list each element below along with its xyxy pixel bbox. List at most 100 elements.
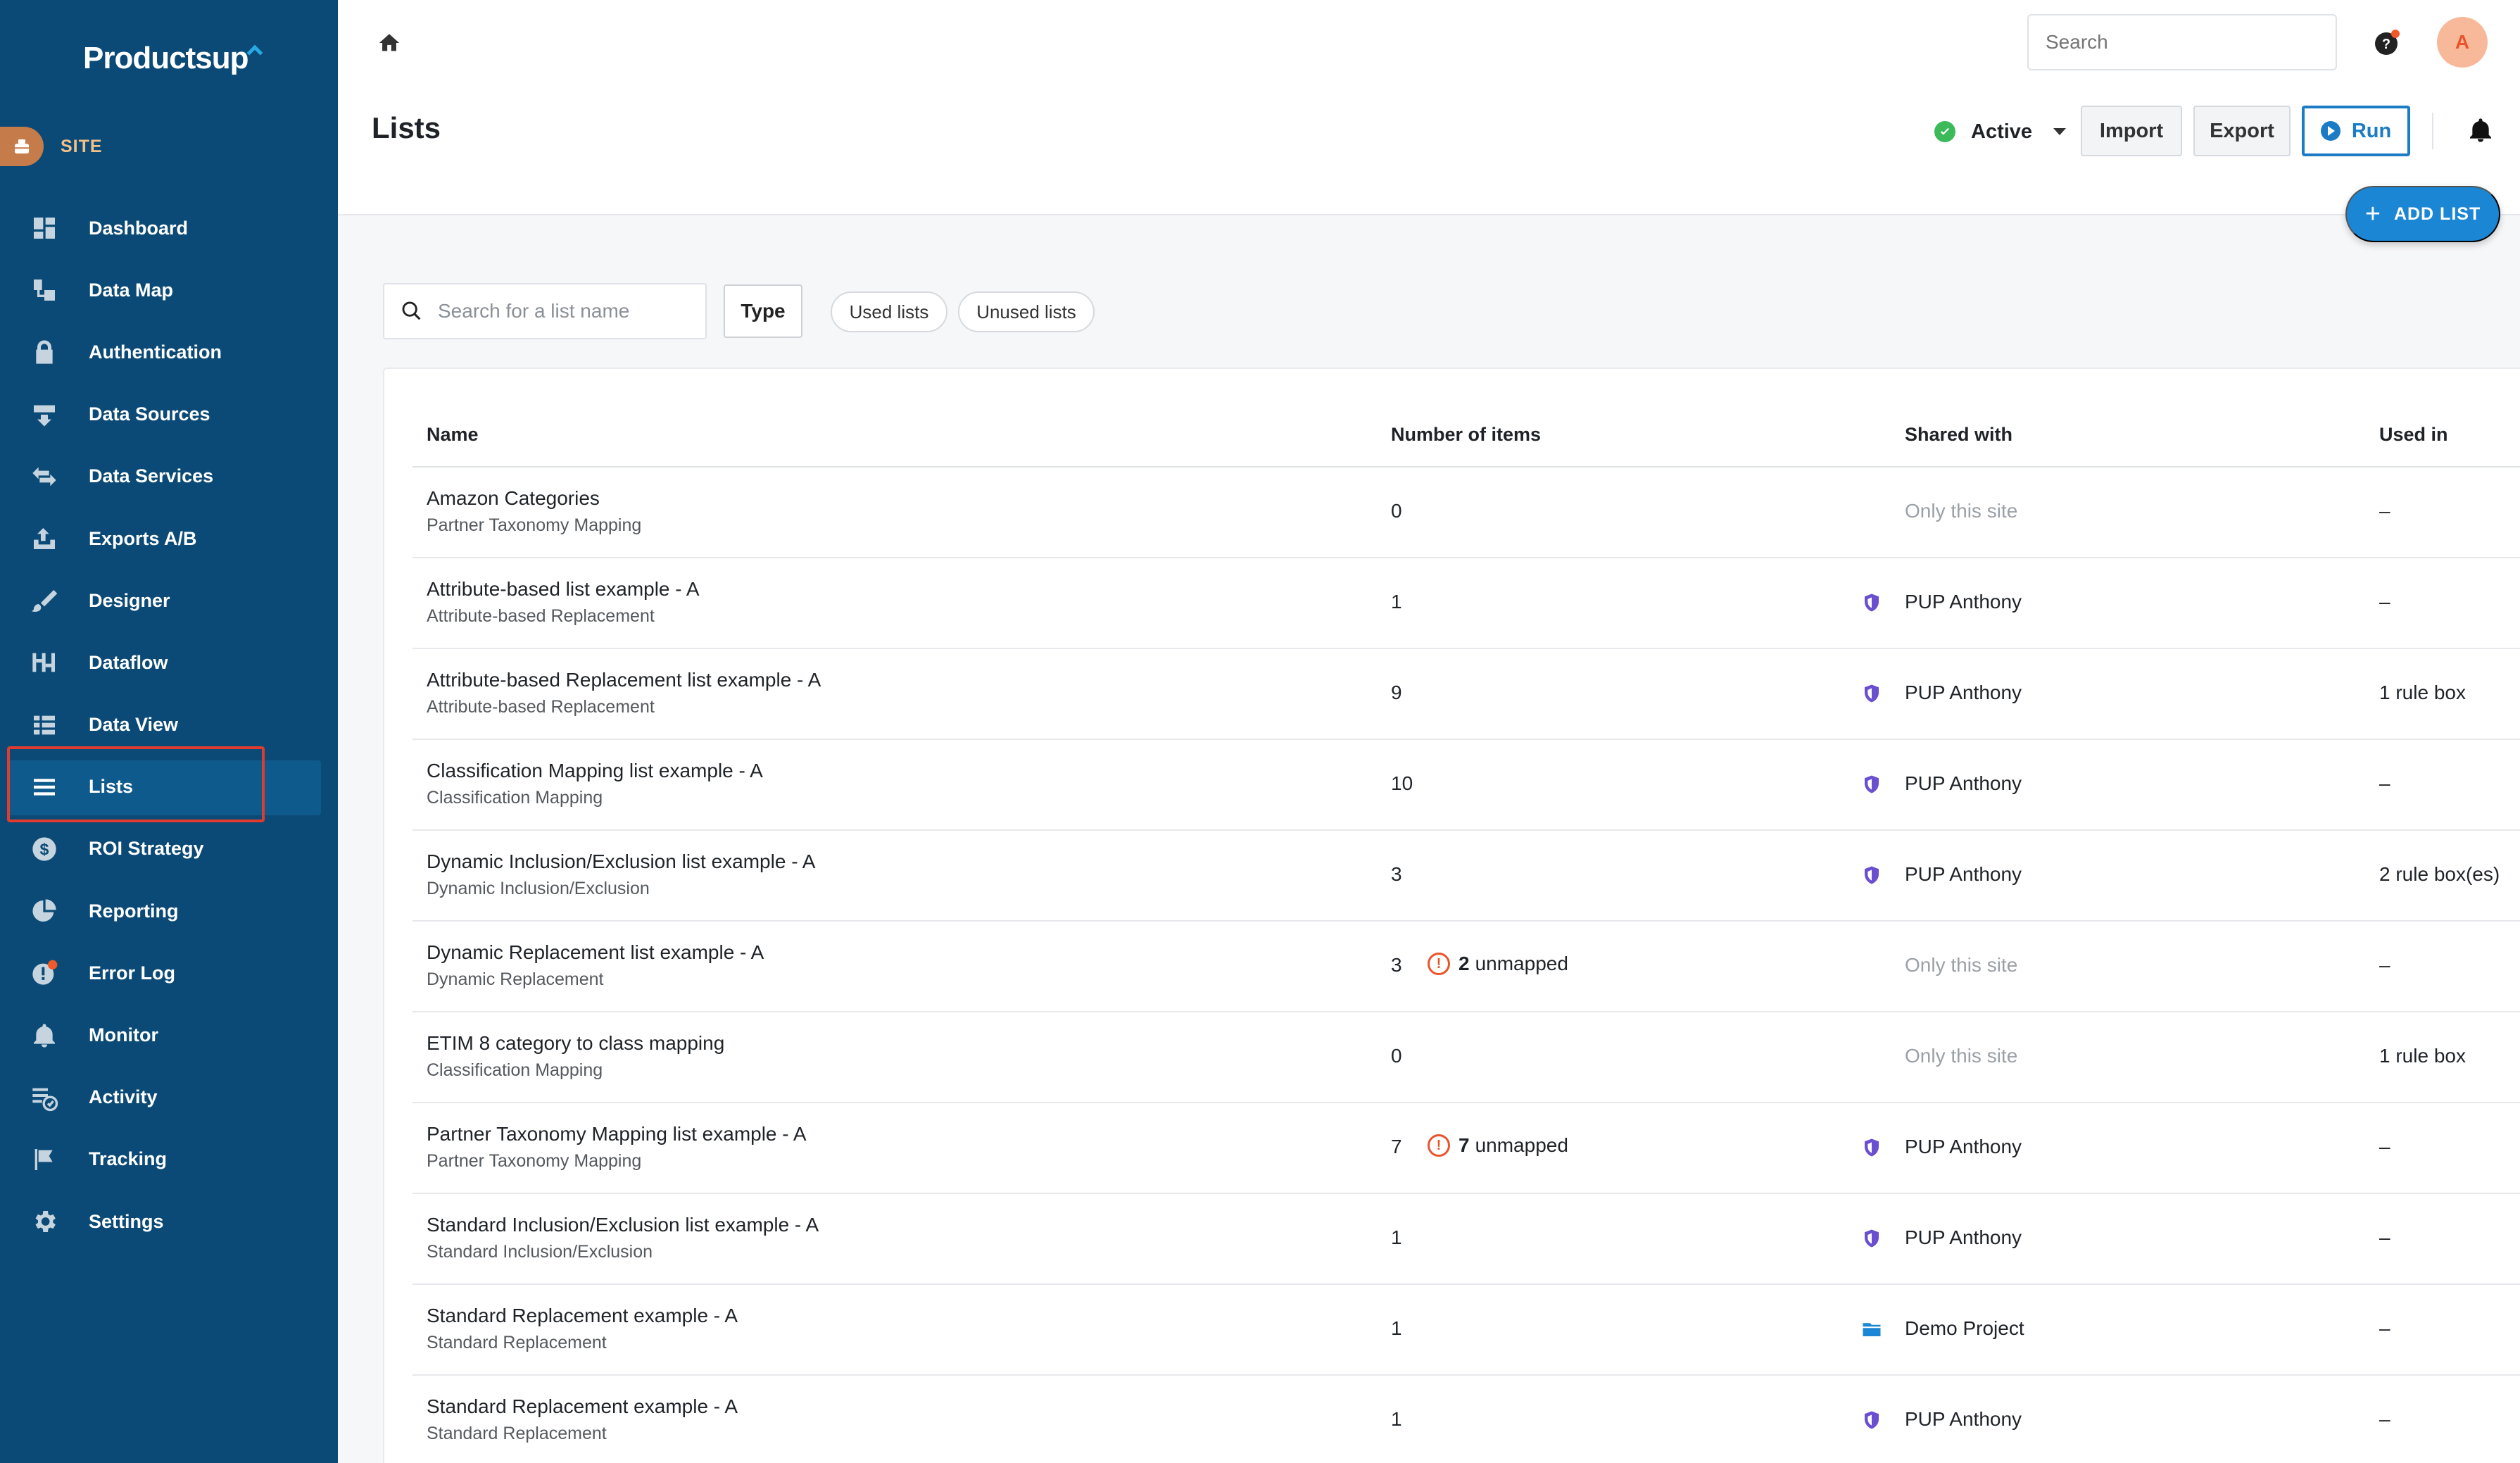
- logo-arrow-icon: [247, 44, 263, 61]
- sidebar-item-label: Data Sources: [89, 403, 210, 425]
- item-count: 1: [1391, 1317, 1402, 1339]
- lists-table: Name Number of items Shared with Used in…: [383, 368, 2520, 1463]
- table-row[interactable]: Attribute-based Replacement list example…: [412, 649, 2520, 740]
- site-label: SITE: [61, 136, 103, 156]
- sidebar-item-reporting[interactable]: Reporting: [0, 880, 338, 942]
- list-name[interactable]: Standard Replacement example - A: [427, 1305, 738, 1326]
- home-icon[interactable]: [377, 31, 401, 55]
- table-row[interactable]: Standard Replacement example - A Standard…: [412, 1376, 2520, 1463]
- shared-with: PUP Anthony: [1905, 1408, 2022, 1430]
- list-name[interactable]: Dynamic Replacement list example - A: [427, 941, 764, 963]
- item-count: 1: [1391, 1408, 1402, 1430]
- site-selector[interactable]: SITE: [0, 125, 103, 168]
- run-label: Run: [2351, 119, 2392, 142]
- swap-arrows-icon: [30, 462, 59, 491]
- sidebar-item-lists[interactable]: Lists: [0, 756, 338, 818]
- table-row[interactable]: Classification Mapping list example - A C…: [412, 740, 2520, 831]
- list-name[interactable]: Attribute-based Replacement list example…: [427, 669, 821, 691]
- sidebar-item-error-log[interactable]: Error Log: [0, 942, 338, 1004]
- list-icon: [30, 772, 59, 802]
- plus-icon: +: [2364, 199, 2381, 229]
- list-name[interactable]: Attribute-based list example - A: [427, 578, 700, 600]
- table-row[interactable]: Dynamic Replacement list example - A Dyna…: [412, 922, 2520, 1012]
- sidebar-item-authentication[interactable]: Authentication: [0, 321, 338, 383]
- column-header-used[interactable]: Used in: [2379, 424, 2448, 445]
- column-header-shared[interactable]: Shared with: [1905, 424, 2013, 445]
- sidebar-item-exports-a-b[interactable]: Exports A/B: [0, 508, 338, 570]
- sidebar-item-label: Monitor: [89, 1024, 158, 1046]
- sidebar-item-roi-strategy[interactable]: $ ROI Strategy: [0, 818, 338, 880]
- unused-lists-chip[interactable]: Unused lists: [958, 291, 1095, 332]
- sidebar-item-label: ROI Strategy: [89, 838, 204, 860]
- sidebar-item-settings[interactable]: Settings: [0, 1191, 338, 1252]
- list-name[interactable]: Partner Taxonomy Mapping list example - …: [427, 1123, 807, 1145]
- used-lists-chip[interactable]: Used lists: [831, 291, 947, 332]
- type-filter-button[interactable]: Type: [724, 284, 802, 338]
- sidebar-item-designer[interactable]: Designer: [0, 570, 338, 632]
- used-in: –: [2379, 954, 2390, 976]
- table-row[interactable]: Amazon Categories Partner Taxonomy Mappin…: [412, 467, 2520, 558]
- global-search-input[interactable]: [2027, 14, 2337, 70]
- help-icon[interactable]: ?: [2372, 27, 2403, 58]
- export-button[interactable]: Export: [2193, 106, 2291, 156]
- sidebar-item-label: Data Services: [89, 465, 214, 487]
- notifications-bell-icon[interactable]: [2467, 115, 2495, 145]
- shield-icon: [1861, 1137, 1882, 1158]
- used-in: 1 rule box: [2379, 682, 2466, 703]
- productsup-logo[interactable]: Productsup: [83, 41, 263, 76]
- table-row[interactable]: Standard Inclusion/Exclusion list exampl…: [412, 1194, 2520, 1285]
- status-check-icon: [1934, 121, 1955, 142]
- play-icon: [2320, 121, 2341, 141]
- item-count: 10: [1391, 772, 1413, 794]
- sidebar-item-tracking[interactable]: Tracking: [0, 1129, 338, 1191]
- folder-icon: [1861, 1319, 1882, 1340]
- unmapped-label: unmapped: [1475, 953, 1568, 974]
- sidebar-item-dashboard[interactable]: Dashboard: [0, 197, 338, 259]
- list-type: Standard Inclusion/Exclusion: [427, 1242, 653, 1262]
- sidebar-item-monitor[interactable]: Monitor: [0, 1004, 338, 1066]
- table-row[interactable]: Dynamic Inclusion/Exclusion list example…: [412, 831, 2520, 922]
- list-name[interactable]: Standard Inclusion/Exclusion list exampl…: [427, 1214, 819, 1236]
- table-row[interactable]: Attribute-based list example - A Attribut…: [412, 558, 2520, 649]
- user-avatar[interactable]: A: [2437, 17, 2488, 68]
- list-name[interactable]: Amazon Categories: [427, 487, 600, 509]
- list-type: Classification Mapping: [427, 1060, 603, 1080]
- unmapped-indicator[interactable]: ! 7 unmapped: [1428, 1134, 1568, 1157]
- shield-icon: [1861, 1228, 1882, 1249]
- sidebar-item-data-services[interactable]: Data Services: [0, 446, 338, 508]
- unmapped-indicator[interactable]: ! 2 unmapped: [1428, 953, 1568, 975]
- used-in: –: [2379, 1136, 2390, 1157]
- item-count: 1: [1391, 591, 1402, 613]
- list-name[interactable]: Classification Mapping list example - A: [427, 760, 763, 781]
- column-header-items[interactable]: Number of items: [1391, 424, 1542, 445]
- search-icon: [402, 301, 421, 320]
- list-name[interactable]: Standard Replacement example - A: [427, 1395, 738, 1417]
- used-in: –: [2379, 772, 2390, 794]
- list-search-field[interactable]: Search for a list name: [383, 283, 707, 339]
- sidebar-item-data-map[interactable]: Data Map: [0, 259, 338, 321]
- sidebar-item-label: Data View: [89, 714, 179, 736]
- table-row[interactable]: Partner Taxonomy Mapping list example - …: [412, 1103, 2520, 1194]
- sidebar-item-data-sources[interactable]: Data Sources: [0, 384, 338, 446]
- list-name[interactable]: ETIM 8 category to class mapping: [427, 1032, 725, 1054]
- status-dropdown[interactable]: Active: [1934, 114, 2067, 149]
- sidebar-item-data-view[interactable]: Data View: [0, 694, 338, 756]
- sidebar-item-label: Activity: [89, 1086, 158, 1108]
- list-type: Standard Replacement: [427, 1424, 607, 1443]
- table-row[interactable]: Standard Replacement example - A Standard…: [412, 1285, 2520, 1376]
- shared-with: Only this site: [1905, 954, 2018, 976]
- list-name[interactable]: Dynamic Inclusion/Exclusion list example…: [427, 850, 816, 872]
- sidebar-item-dataflow[interactable]: Dataflow: [0, 632, 338, 693]
- sidebar-item-activity[interactable]: Activity: [0, 1067, 338, 1129]
- item-count: 0: [1391, 500, 1402, 522]
- item-count: 0: [1391, 1045, 1402, 1067]
- import-button[interactable]: Import: [2081, 106, 2182, 156]
- add-list-button[interactable]: + ADD LIST: [2345, 186, 2500, 242]
- item-count: 9: [1391, 682, 1402, 703]
- sidebar-item-label: Reporting: [89, 900, 179, 922]
- column-header-name[interactable]: Name: [427, 424, 479, 445]
- data-map-icon: [30, 275, 59, 305]
- sidebar-item-label: Designer: [89, 589, 170, 611]
- run-button[interactable]: Run: [2302, 106, 2410, 156]
- table-row[interactable]: ETIM 8 category to class mapping Classifi…: [412, 1012, 2520, 1103]
